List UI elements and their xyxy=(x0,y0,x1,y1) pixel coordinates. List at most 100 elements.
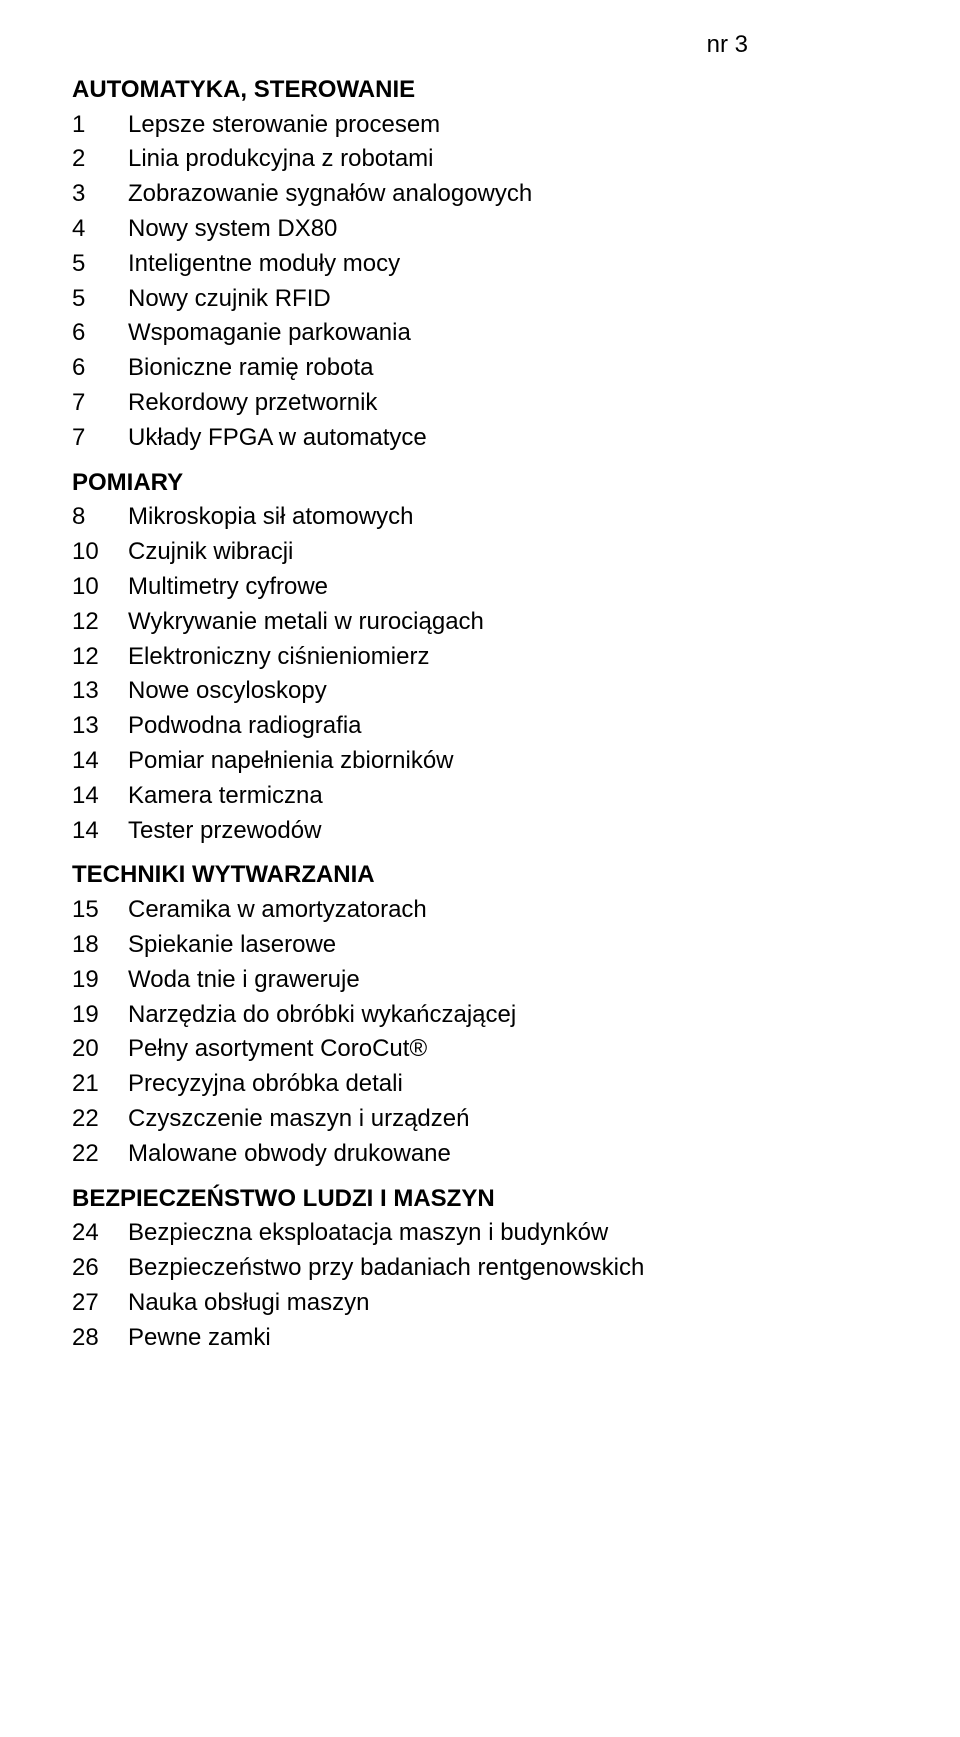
entry-page-number: 14 xyxy=(72,744,128,779)
entry-page-number: 18 xyxy=(72,928,128,963)
entry-page-number: 14 xyxy=(72,814,128,849)
toc-entry: 19Narzędzia do obróbki wykańczającej xyxy=(72,998,888,1033)
entry-title: Czujnik wibracji xyxy=(128,535,888,570)
entry-title: Podwodna radiografia xyxy=(128,709,888,744)
entry-page-number: 8 xyxy=(72,500,128,535)
toc-entry: 12Wykrywanie metali w rurociągach xyxy=(72,605,888,640)
section-title: BEZPIECZEŃSTWO LUDZI I MASZYN xyxy=(72,1182,888,1217)
toc-entry: 22Malowane obwody drukowane xyxy=(72,1137,888,1172)
toc-entry: 12Elektroniczny ciśnieniomierz xyxy=(72,640,888,675)
entry-title: Bioniczne ramię robota xyxy=(128,351,888,386)
entry-page-number: 3 xyxy=(72,177,128,212)
toc-entry: 10Multimetry cyfrowe xyxy=(72,570,888,605)
entry-page-number: 28 xyxy=(72,1321,128,1356)
entry-page-number: 7 xyxy=(72,421,128,456)
entry-title: Pomiar napełnienia zbiorników xyxy=(128,744,888,779)
entry-title: Bezpieczeństwo przy badaniach rentgenows… xyxy=(128,1251,888,1286)
entry-page-number: 4 xyxy=(72,212,128,247)
issue-number: nr 3 xyxy=(72,28,888,63)
entry-title: Czyszczenie maszyn i urządzeń xyxy=(128,1102,888,1137)
entry-title: Rekordowy przetwornik xyxy=(128,386,888,421)
toc-entry: 3Zobrazowanie sygnałów analogowych xyxy=(72,177,888,212)
toc-entry: 22Czyszczenie maszyn i urządzeń xyxy=(72,1102,888,1137)
entry-title: Malowane obwody drukowane xyxy=(128,1137,888,1172)
entry-title: Pełny asortyment CoroCut® xyxy=(128,1032,888,1067)
entry-title: Spiekanie laserowe xyxy=(128,928,888,963)
entry-page-number: 1 xyxy=(72,108,128,143)
entry-page-number: 12 xyxy=(72,605,128,640)
toc-entry: 27Nauka obsługi maszyn xyxy=(72,1286,888,1321)
entry-title: Ceramika w amortyzatorach xyxy=(128,893,888,928)
entry-page-number: 19 xyxy=(72,998,128,1033)
entry-page-number: 2 xyxy=(72,142,128,177)
toc-entry: 10Czujnik wibracji xyxy=(72,535,888,570)
entry-title: Inteligentne moduły mocy xyxy=(128,247,888,282)
toc-entry: 28Pewne zamki xyxy=(72,1321,888,1356)
entry-page-number: 13 xyxy=(72,674,128,709)
entry-page-number: 5 xyxy=(72,282,128,317)
entry-title: Bezpieczna eksploatacja maszyn i budynkó… xyxy=(128,1216,888,1251)
toc-content: AUTOMATYKA, STEROWANIE1Lepsze sterowanie… xyxy=(72,73,888,1356)
entry-title: Pewne zamki xyxy=(128,1321,888,1356)
entry-title: Układy FPGA w automatyce xyxy=(128,421,888,456)
entry-page-number: 10 xyxy=(72,535,128,570)
entry-title: Nauka obsługi maszyn xyxy=(128,1286,888,1321)
toc-entry: 21Precyzyjna obróbka detali xyxy=(72,1067,888,1102)
toc-entry: 14Pomiar napełnienia zbiorników xyxy=(72,744,888,779)
toc-section: AUTOMATYKA, STEROWANIE1Lepsze sterowanie… xyxy=(72,73,888,456)
entry-page-number: 22 xyxy=(72,1102,128,1137)
toc-entry: 20Pełny asortyment CoroCut® xyxy=(72,1032,888,1067)
toc-section: BEZPIECZEŃSTWO LUDZI I MASZYN24Bezpieczn… xyxy=(72,1182,888,1356)
entry-page-number: 13 xyxy=(72,709,128,744)
entry-title: Elektroniczny ciśnieniomierz xyxy=(128,640,888,675)
entry-page-number: 7 xyxy=(72,386,128,421)
toc-entry: 13Podwodna radiografia xyxy=(72,709,888,744)
toc-section: POMIARY8Mikroskopia sił atomowych10Czujn… xyxy=(72,466,888,849)
entry-title: Lepsze sterowanie procesem xyxy=(128,108,888,143)
entry-page-number: 15 xyxy=(72,893,128,928)
entry-page-number: 27 xyxy=(72,1286,128,1321)
toc-entry: 18Spiekanie laserowe xyxy=(72,928,888,963)
toc-entry: 6Wspomaganie parkowania xyxy=(72,316,888,351)
toc-entry: 7Układy FPGA w automatyce xyxy=(72,421,888,456)
entry-title: Woda tnie i graweruje xyxy=(128,963,888,998)
toc-entry: 14Kamera termiczna xyxy=(72,779,888,814)
toc-entry: 5Nowy czujnik RFID xyxy=(72,282,888,317)
entry-page-number: 14 xyxy=(72,779,128,814)
toc-entry: 8Mikroskopia sił atomowych xyxy=(72,500,888,535)
entry-page-number: 21 xyxy=(72,1067,128,1102)
entry-title: Nowe oscyloskopy xyxy=(128,674,888,709)
entry-page-number: 12 xyxy=(72,640,128,675)
entry-title: Mikroskopia sił atomowych xyxy=(128,500,888,535)
toc-entry: 26Bezpieczeństwo przy badaniach rentgeno… xyxy=(72,1251,888,1286)
entry-title: Multimetry cyfrowe xyxy=(128,570,888,605)
entry-title: Linia produkcyjna z robotami xyxy=(128,142,888,177)
entry-page-number: 26 xyxy=(72,1251,128,1286)
toc-entry: 5Inteligentne moduły mocy xyxy=(72,247,888,282)
toc-entry: 4Nowy system DX80 xyxy=(72,212,888,247)
section-title: POMIARY xyxy=(72,466,888,501)
entry-title: Tester przewodów xyxy=(128,814,888,849)
toc-entry: 24Bezpieczna eksploatacja maszyn i budyn… xyxy=(72,1216,888,1251)
toc-entry: 13Nowe oscyloskopy xyxy=(72,674,888,709)
entry-title: Nowy czujnik RFID xyxy=(128,282,888,317)
section-title: AUTOMATYKA, STEROWANIE xyxy=(72,73,888,108)
entry-page-number: 19 xyxy=(72,963,128,998)
entry-page-number: 24 xyxy=(72,1216,128,1251)
toc-section: TECHNIKI WYTWARZANIA15Ceramika w amortyz… xyxy=(72,858,888,1171)
toc-entry: 1Lepsze sterowanie procesem xyxy=(72,108,888,143)
toc-entry: 19Woda tnie i graweruje xyxy=(72,963,888,998)
section-title: TECHNIKI WYTWARZANIA xyxy=(72,858,888,893)
toc-entry: 15Ceramika w amortyzatorach xyxy=(72,893,888,928)
entry-title: Nowy system DX80 xyxy=(128,212,888,247)
entry-page-number: 20 xyxy=(72,1032,128,1067)
entry-page-number: 22 xyxy=(72,1137,128,1172)
toc-entry: 2Linia produkcyjna z robotami xyxy=(72,142,888,177)
entry-title: Wspomaganie parkowania xyxy=(128,316,888,351)
entry-title: Narzędzia do obróbki wykańczającej xyxy=(128,998,888,1033)
entry-title: Kamera termiczna xyxy=(128,779,888,814)
entry-title: Zobrazowanie sygnałów analogowych xyxy=(128,177,888,212)
entry-page-number: 5 xyxy=(72,247,128,282)
toc-entry: 7Rekordowy przetwornik xyxy=(72,386,888,421)
entry-title: Precyzyjna obróbka detali xyxy=(128,1067,888,1102)
